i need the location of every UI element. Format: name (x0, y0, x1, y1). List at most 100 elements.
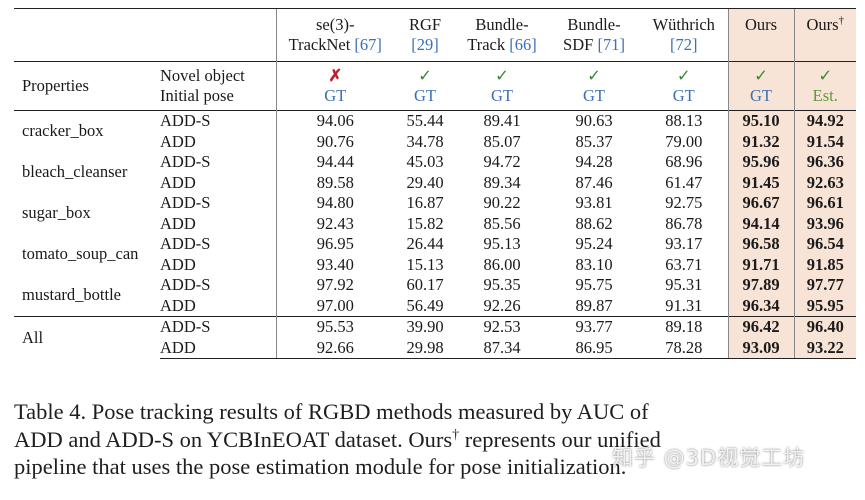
property-values: ✓ Est. (793, 61, 856, 111)
method-header-ours: Ours (727, 8, 794, 62)
table-caption: Table 4. Pose tracking results of RGBD m… (14, 398, 854, 481)
value-cell: 92.66 (275, 337, 394, 359)
value-cell: 61.47 (665, 172, 703, 192)
method-header: RGF [29] (394, 8, 456, 62)
table-row: cracker_box ADD-S 94.06 55.44 89.41 90.63 88.1… (14, 110, 856, 152)
metric-name: ADD-S (160, 193, 211, 212)
value-cell: 92.26 (483, 295, 521, 315)
method-header: se(3)- TrackNet [67] (275, 8, 394, 62)
value-cell: 56.49 (406, 295, 444, 315)
value-cell: 88.13 (640, 110, 728, 132)
value-cell: 45.03 (406, 152, 444, 171)
value-cell: 90.63 (548, 110, 640, 132)
value-cell: 78.28 (640, 337, 728, 359)
value-cell: 96.40 (793, 316, 856, 338)
header-properties-row: Properties Novel object Initial pose ✗ GT … (14, 61, 856, 111)
property-values: ✓ GT (456, 61, 548, 111)
value-cell: 83.10 (575, 254, 613, 274)
value-cell: 89.58 (275, 172, 394, 193)
value-cell: 95.35 (483, 275, 521, 294)
metric-name: ADD (160, 213, 196, 233)
value-cell: 95.24 (575, 234, 613, 253)
value-cell: 79.00 (665, 131, 703, 151)
value-cell: 93.09 (727, 337, 794, 359)
value-cell: 94.80 (275, 193, 394, 214)
value-cell: 94.14 (727, 213, 794, 234)
results-table-wrapper: se(3)- TrackNet [67] RGF [29] Bundle- Tr… (14, 8, 856, 359)
value-cell: 96.61 (793, 193, 856, 214)
value-cell: 97.00 (275, 295, 394, 317)
table-row: ADD 92.43 15.82 85.56 88.62 86.78 94.14 93.96 (14, 213, 856, 234)
value-cell: 93.77 (548, 316, 640, 338)
value-cell: 55.44 (394, 110, 456, 132)
property-values: ✓ GT (727, 61, 794, 111)
object-name: mustard_bottle (22, 285, 121, 305)
metric-name: ADD-S (160, 110, 276, 132)
value-cell: 95.96 (727, 152, 794, 173)
header-methods-row: se(3)- TrackNet [67] RGF [29] Bundle- Tr… (14, 8, 856, 62)
value-cell: 93.96 (793, 213, 856, 234)
value-cell: 91.85 (793, 254, 856, 275)
value-cell: 96.42 (727, 316, 794, 338)
table-row: All ADD-S 95.53 39.90 92.53 93.77 89.18 96.42 96… (14, 316, 856, 359)
value-cell: 90.76 (275, 131, 394, 152)
caption-line: Table 4. Pose tracking results of RGBD m… (14, 399, 649, 424)
table-row: ADD 93.40 15.13 86.00 83.10 63.71 91.71 91.85 (14, 254, 856, 275)
value-cell: 15.13 (406, 254, 444, 274)
value-cell: 94.92 (793, 110, 856, 132)
value-cell: 97.89 (727, 275, 794, 296)
object-name: bleach_cleanser (22, 162, 128, 182)
value-cell: 16.87 (406, 193, 444, 212)
value-cell: 91.71 (727, 254, 794, 275)
value-cell: 86.78 (665, 213, 703, 233)
value-cell: 92.63 (793, 172, 856, 193)
metric-name: ADD (160, 254, 196, 274)
value-cell: 95.31 (665, 275, 703, 294)
value-cell: 96.67 (727, 193, 794, 214)
method-header: Wüthrich [72] (640, 8, 728, 62)
table-row: mustard_bottle ADD-S 97.92 60.17 95.35 95.75 9… (14, 275, 856, 304)
metric-name: ADD-S (160, 152, 211, 171)
value-cell: 93.81 (575, 193, 613, 212)
object-name: sugar_box (22, 203, 91, 223)
value-cell: 96.95 (275, 234, 394, 255)
table-row: ADD 90.76 34.78 85.07 85.37 79.00 91.32 91.54 (14, 131, 856, 152)
value-cell: 95.95 (793, 295, 856, 317)
results-table: se(3)- TrackNet [67] RGF [29] Bundle- Tr… (14, 8, 856, 359)
watermark: 知乎 @3D视觉工坊 (612, 446, 806, 470)
metric-name: ADD (160, 337, 276, 359)
value-cell: 96.54 (793, 234, 856, 255)
metric-name: ADD (160, 172, 196, 192)
table-row: ADD 92.66 29.98 87.34 86.95 78.28 93.09 93.22 (14, 337, 856, 359)
value-cell: 63.71 (665, 254, 703, 274)
value-cell: 92.43 (275, 213, 394, 234)
value-cell: 29.40 (406, 172, 444, 192)
value-cell: 93.17 (665, 234, 703, 253)
value-cell: 86.95 (548, 337, 640, 359)
value-cell: 93.40 (275, 254, 394, 275)
object-name: cracker_box (14, 110, 160, 152)
value-cell: 29.98 (394, 337, 456, 359)
value-cell: 89.87 (575, 295, 613, 315)
value-cell: 90.22 (483, 193, 521, 212)
method-header: Bundle- SDF [71] (548, 8, 640, 62)
value-cell: 89.18 (640, 316, 728, 338)
value-cell: 39.90 (394, 316, 456, 338)
value-cell: 94.72 (483, 152, 521, 171)
property-values: ✗ GT (275, 61, 394, 111)
object-name: All (14, 316, 160, 359)
value-cell: 94.44 (275, 152, 394, 173)
value-cell: 87.46 (575, 172, 613, 192)
table-row: tomato_soup_can ADD-S 96.95 26.44 95.13 95.24… (14, 234, 856, 263)
table-row: ADD 89.58 29.40 89.34 87.46 61.47 91.45 92.63 (14, 172, 856, 193)
value-cell: 34.78 (406, 131, 444, 151)
value-cell: 89.41 (456, 110, 548, 132)
value-cell: 91.31 (665, 295, 703, 315)
value-cell: 92.53 (456, 316, 548, 338)
value-cell: 97.77 (793, 275, 856, 296)
value-cell: 91.45 (727, 172, 794, 193)
property-names: Novel object Initial pose (160, 61, 276, 111)
method-header: Bundle- Track [66] (456, 8, 548, 62)
metric-name: ADD (160, 295, 196, 315)
metric-name: ADD (160, 131, 196, 151)
